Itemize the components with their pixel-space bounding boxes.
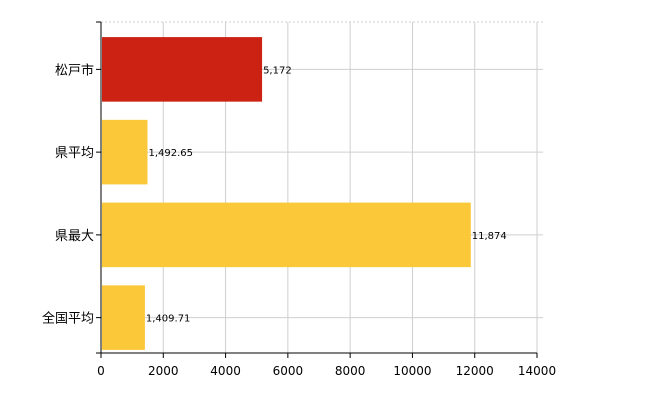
data-label: 5,172	[263, 65, 292, 76]
data-label: 11,874	[472, 231, 507, 242]
x-tick-label: 14000	[518, 364, 556, 378]
x-tick-label: 6000	[273, 364, 304, 378]
bars	[102, 37, 471, 350]
x-tick-label: 2000	[148, 364, 179, 378]
y-tick-label: 県最大	[55, 229, 94, 244]
y-tick-label: 松戸市	[55, 62, 94, 78]
x-tick-label: 0	[97, 364, 105, 378]
data-labels: 5,172 1,492.65 11,874 1,409.71	[146, 65, 507, 324]
x-tick-label: 12000	[456, 364, 494, 378]
x-tick-label: 8000	[335, 364, 366, 378]
axes	[100, 22, 537, 354]
bar	[102, 37, 263, 102]
bar	[102, 285, 145, 350]
x-tick-label: 4000	[210, 364, 241, 378]
x-axis-ticks: 0 2000 4000 6000 8000 10000 12000 14000	[97, 353, 556, 378]
data-label: 1,409.71	[146, 314, 191, 325]
bar	[102, 202, 471, 268]
data-label: 1,492.65	[148, 148, 193, 159]
x-tick-label: 10000	[393, 364, 431, 378]
bar	[102, 119, 148, 185]
y-tick-label: 全国平均	[42, 311, 94, 327]
y-tick-label: 県平均	[55, 146, 94, 161]
